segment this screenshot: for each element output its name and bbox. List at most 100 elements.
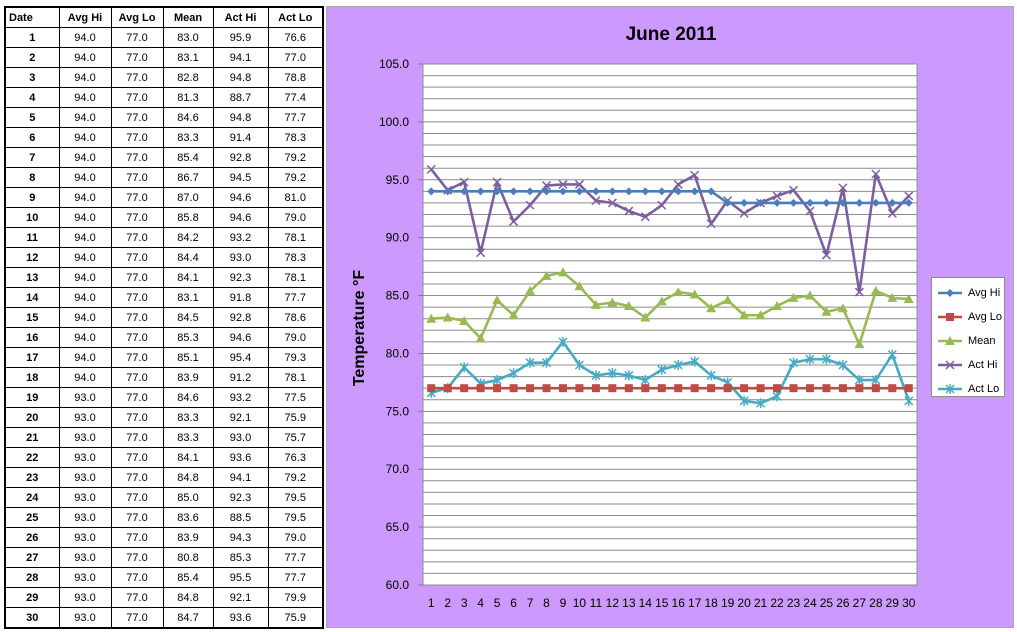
table-cell: 16: [4, 327, 60, 348]
x-tick-label: 8: [543, 596, 550, 610]
series-line-act-lo: [430, 340, 910, 405]
table-cell: 83.9: [162, 527, 214, 548]
table-cell: 94.8: [212, 67, 269, 88]
x-tick-label: 21: [754, 596, 768, 610]
table-cell: 17: [4, 347, 60, 368]
data-point-avg-lo: [674, 384, 683, 393]
table-cell: 76.6: [267, 27, 324, 48]
table-cell: 94.1: [212, 467, 269, 488]
table-cell: 24: [4, 487, 60, 508]
data-point-act-lo: [706, 370, 716, 381]
table-cell: 77.0: [110, 47, 164, 68]
chart-title: June 2011: [626, 24, 717, 45]
data-point-avg-lo: [476, 384, 485, 393]
table-cell: 78.3: [267, 247, 324, 268]
table-cell: 92.8: [212, 147, 269, 168]
table-cell: 81.0: [267, 187, 324, 208]
marker-shape: [574, 281, 585, 291]
table-row: 6 94.0 77.0 83.3 91.4 78.3: [4, 127, 324, 148]
data-point-act-lo: [821, 354, 831, 365]
table-row: 27 93.0 77.0 80.8 85.3 77.7: [4, 547, 324, 568]
x-tick-label: 3: [461, 596, 468, 610]
table-cell: 79.9: [267, 587, 324, 608]
data-point-avg-hi: [855, 198, 864, 207]
x-tick-label: 12: [606, 596, 620, 610]
table-cell: 78.1: [267, 367, 324, 388]
data-point-avg-lo: [740, 384, 749, 393]
data-point-avg-hi: [674, 187, 683, 196]
marker-shape: [723, 384, 732, 393]
table-cell: 77.0: [110, 587, 164, 608]
table-row: 20 93.0 77.0 83.3 92.1 75.9: [4, 407, 324, 428]
data-point-act-hi: [805, 206, 815, 216]
marker-shape: [575, 187, 584, 196]
table-cell: 94.0: [58, 227, 112, 248]
table-cell: 94.0: [58, 287, 112, 308]
table-body: 1 94.0 77.0 83.0 95.9 76.6 2 94.0 77.0 83.1 94.1 77…: [4, 27, 324, 629]
data-point-act-hi: [640, 212, 650, 222]
plot-area: 60.065.070.075.080.085.090.095.0100.0105…: [379, 57, 918, 610]
x-tick-label: 23: [787, 596, 801, 610]
x-tick-label: 5: [494, 596, 501, 610]
table-cell: 3: [4, 67, 60, 88]
table-cell: 79.2: [267, 147, 324, 168]
marker-shape: [838, 384, 847, 393]
legend-marker: [945, 336, 955, 345]
table-cell: 94.0: [58, 47, 112, 68]
marker-shape: [855, 384, 864, 393]
marker-shape: [773, 384, 782, 393]
marker-shape: [624, 187, 633, 196]
table-cell: 28: [4, 567, 60, 588]
table-row: 5 94.0 77.0 84.6 94.8 77.7: [4, 107, 324, 128]
data-point-avg-lo: [888, 384, 897, 393]
data-point-avg-lo: [493, 384, 502, 393]
marker-shape: [789, 198, 798, 207]
marker-shape: [558, 384, 567, 393]
table-cell: 77.0: [110, 227, 164, 248]
table-cell: 79.2: [267, 467, 324, 488]
data-point-act-lo: [756, 398, 766, 409]
data-point-avg-lo: [460, 384, 469, 393]
marker-shape: [673, 179, 683, 189]
data-point-avg-hi: [707, 187, 716, 196]
table-cell: 94.0: [58, 107, 112, 128]
marker-shape: [657, 384, 666, 393]
line-chart: 60.065.070.075.080.085.090.095.0100.0105…: [351, 24, 918, 610]
marker-shape: [903, 294, 914, 304]
marker-shape: [575, 384, 584, 393]
x-tick-label: 16: [672, 596, 686, 610]
table-cell: 84.8: [162, 587, 214, 608]
table-cell: 94.0: [58, 367, 112, 388]
data-point-act-hi: [607, 198, 617, 208]
series-line-act-hi: [430, 168, 910, 294]
data-point-act-hi: [706, 219, 716, 229]
x-tick-label: 22: [770, 596, 784, 610]
data-point-act-hi: [624, 206, 634, 216]
marker-shape: [426, 164, 436, 174]
table-cell: 88.7: [212, 87, 269, 108]
data-point-act-hi: [739, 208, 749, 218]
table-cell: 9: [4, 187, 60, 208]
data-point-avg-lo: [690, 384, 699, 393]
marker-shape: [706, 219, 716, 229]
data-point-avg-lo: [427, 384, 436, 393]
marker-shape: [756, 384, 765, 393]
data-point-avg-lo: [575, 384, 584, 393]
marker-shape: [657, 187, 666, 196]
table-row: 2 94.0 77.0 83.1 94.1 77.0: [4, 47, 324, 68]
data-point-act-lo: [509, 368, 519, 379]
data-point-mean: [870, 285, 881, 295]
data-point-mean: [557, 267, 568, 277]
data-point-avg-hi: [871, 198, 880, 207]
data-point-avg-hi: [904, 198, 913, 207]
table-cell: 91.4: [212, 127, 269, 148]
marker-shape: [607, 198, 617, 208]
x-tick-label: 29: [886, 596, 900, 610]
table-cell: 94.0: [58, 27, 112, 48]
y-axis-label: Temperature °F: [351, 270, 368, 387]
table-row: 19 93.0 77.0 84.6 93.2 77.5: [4, 387, 324, 408]
data-point-act-lo: [739, 395, 749, 406]
marker-shape: [640, 312, 651, 322]
data-point-act-hi: [788, 185, 799, 195]
y-tick-label: 100.0: [379, 115, 409, 129]
